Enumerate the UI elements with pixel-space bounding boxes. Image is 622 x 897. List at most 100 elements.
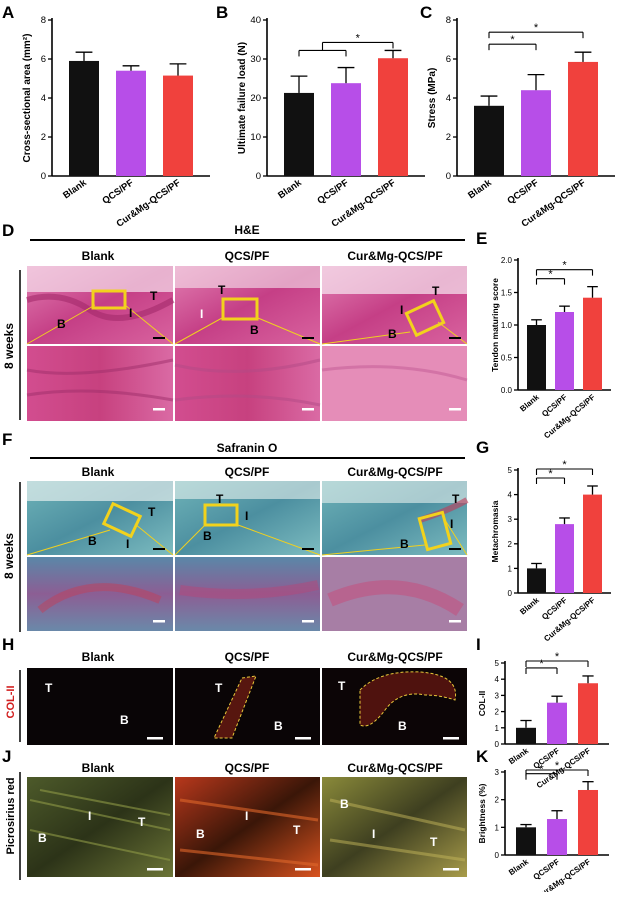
y-tick-label: 8 bbox=[41, 15, 46, 26]
bar bbox=[527, 325, 546, 390]
y-tick-label: 4 bbox=[495, 675, 500, 684]
so-zoom-overlays bbox=[26, 501, 468, 623]
col2-images bbox=[27, 668, 467, 745]
y-axis-title: COL-II bbox=[477, 691, 487, 717]
y-tick-label: 0 bbox=[508, 589, 513, 598]
y-tick-label: 20 bbox=[250, 93, 261, 104]
sig-star: * bbox=[534, 22, 539, 34]
so-image-blank bbox=[27, 481, 173, 631]
y-tick-label: 4 bbox=[446, 93, 451, 104]
y-axis-title: Stress (MPa) bbox=[427, 68, 438, 129]
y-tick-label: 0.0 bbox=[501, 386, 513, 395]
y-tick-label: 0.5 bbox=[501, 354, 513, 363]
y-tick-label: 2.0 bbox=[501, 256, 513, 265]
col2-qcs-t: T bbox=[215, 681, 223, 695]
picro-col-qcs: QCS/PF bbox=[225, 761, 270, 775]
so-curmg-t: T bbox=[452, 492, 460, 506]
y-tick-label: 0 bbox=[256, 171, 261, 182]
y-tick-label: 2 bbox=[41, 132, 46, 143]
col2-curmg-t: T bbox=[338, 679, 346, 693]
panel-label-f: F bbox=[2, 430, 12, 449]
y-tick-label: 4 bbox=[41, 93, 46, 104]
so-col-curmg: Cur&Mg-QCS/PF bbox=[347, 465, 442, 479]
he-row-label: 8 weeks bbox=[2, 323, 16, 369]
bar bbox=[547, 819, 567, 855]
y-axis-title: Brightness (%) bbox=[477, 783, 487, 843]
he-col-curmg: Cur&Mg-QCS/PF bbox=[347, 249, 442, 263]
y-tick-label: 30 bbox=[250, 54, 261, 65]
he-qcs-b: B bbox=[250, 323, 259, 337]
y-tick-label: 1.5 bbox=[501, 289, 513, 298]
bar bbox=[163, 75, 193, 176]
bar bbox=[516, 827, 536, 855]
picro-blank-i: I bbox=[88, 809, 91, 823]
he-curmg-t: T bbox=[432, 284, 440, 298]
bar bbox=[547, 702, 567, 744]
he-col-qcs: QCS/PF bbox=[225, 249, 270, 263]
col2-col-curmg: Cur&Mg-QCS/PF bbox=[347, 650, 442, 664]
so-qcs-t: T bbox=[216, 492, 224, 506]
panel-label-c: C bbox=[420, 3, 432, 22]
y-tick-label: 2 bbox=[446, 132, 451, 143]
col2-row-label: COL-II bbox=[5, 686, 17, 719]
category-label: Cur&Mg-QCS/PF bbox=[542, 393, 597, 441]
category-label: Blank bbox=[518, 392, 541, 413]
y-tick-label: 1 bbox=[495, 823, 500, 832]
category-label: Blank bbox=[518, 595, 541, 616]
category-label: Blank bbox=[466, 177, 494, 201]
sig-star: * bbox=[356, 32, 361, 44]
y-tick-label: 1.0 bbox=[501, 321, 513, 330]
y-axis-title: Metachromasia bbox=[490, 500, 500, 562]
he-qcs-t: T bbox=[218, 283, 226, 297]
y-tick-label: 10 bbox=[250, 132, 261, 143]
chart-e: 0.0 0.5 1.0 1.5 2.0 Tendon maturing score Blan… bbox=[490, 256, 611, 440]
he-title: H&E bbox=[234, 223, 259, 237]
he-blank-i: I bbox=[129, 306, 132, 320]
col2-col-blank: Blank bbox=[82, 650, 115, 664]
y-axis-title: Tendon maturing score bbox=[490, 278, 500, 372]
panel-label-k: K bbox=[476, 747, 489, 766]
col2-col-qcs: QCS/PF bbox=[225, 650, 270, 664]
y-tick-label: 3 bbox=[495, 691, 500, 700]
bar bbox=[568, 61, 598, 176]
category-label: Blank bbox=[61, 177, 89, 201]
sig-star: * bbox=[562, 459, 567, 471]
so-image-curmg bbox=[322, 481, 469, 631]
y-axis-title: Ultimate failure load (N) bbox=[237, 42, 248, 154]
bar bbox=[378, 58, 408, 176]
sig-star: * bbox=[539, 658, 544, 670]
y-tick-label: 0 bbox=[41, 171, 46, 182]
sig-star: * bbox=[562, 260, 567, 272]
category-label: QCS/PF bbox=[505, 177, 540, 206]
so-blank-i: I bbox=[126, 537, 129, 551]
picro-row-label: Picrosirius red bbox=[5, 777, 17, 854]
he-blank-b: B bbox=[57, 317, 66, 331]
category-label: Blank bbox=[507, 857, 530, 877]
y-tick-label: 0 bbox=[495, 851, 500, 860]
y-tick-label: 2 bbox=[508, 540, 513, 549]
picro-qcs-i: I bbox=[245, 809, 248, 823]
col2-qcs-b: B bbox=[274, 719, 283, 733]
panel-label-d: D bbox=[2, 221, 14, 240]
y-tick-label: 3 bbox=[495, 768, 500, 777]
panel-label-a: A bbox=[2, 3, 14, 22]
y-tick-label: 6 bbox=[446, 54, 451, 65]
panel-label-e: E bbox=[476, 229, 487, 248]
y-tick-label: 1 bbox=[508, 564, 513, 573]
sig-star: * bbox=[510, 34, 515, 46]
so-blank-t: T bbox=[148, 505, 156, 519]
he-curmg-b: B bbox=[388, 327, 397, 341]
y-tick-label: 40 bbox=[250, 15, 261, 26]
bar bbox=[331, 83, 361, 176]
sig-star: * bbox=[548, 269, 553, 281]
picro-images bbox=[27, 777, 467, 877]
panel-label-g: G bbox=[476, 438, 489, 457]
he-image-blank bbox=[26, 266, 175, 421]
category-label: Blank bbox=[507, 746, 530, 766]
so-curmg-b: B bbox=[400, 537, 409, 551]
panel-label-h: H bbox=[2, 635, 14, 654]
so-image-qcs bbox=[175, 481, 320, 631]
so-blank-b: B bbox=[88, 534, 97, 548]
sig-star: * bbox=[555, 760, 560, 772]
